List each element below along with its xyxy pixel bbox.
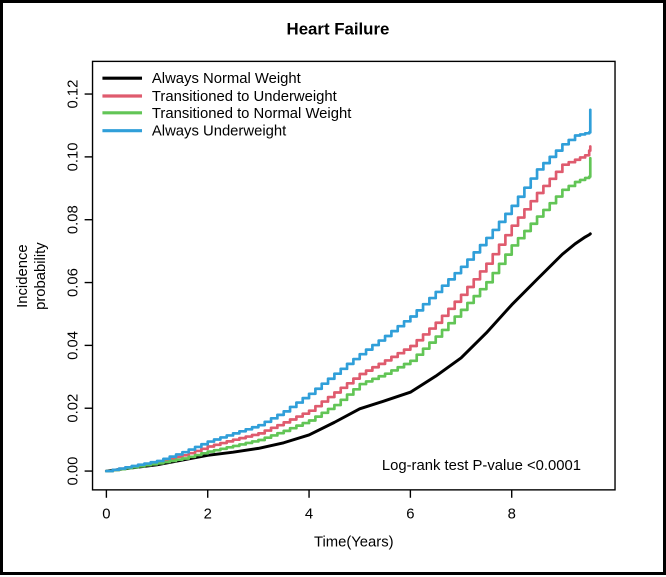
x-tick-label: 6 — [406, 507, 414, 523]
y-tick-label: 0.02 — [66, 394, 82, 423]
legend-label: Transitioned to Underweight — [152, 89, 338, 105]
series-line-always-underweight — [105, 108, 592, 473]
legend-item-always-normal-weight: Always Normal Weight — [102, 71, 302, 87]
y-tick-label: 0.08 — [66, 205, 82, 234]
legend-label: Transitioned to Normal Weight — [152, 106, 352, 122]
y-tick-label: 0.10 — [66, 142, 82, 171]
chart-svg: Heart Failure 0.000.020.040.060.080.100.… — [15, 20, 616, 550]
x-tick-label: 4 — [305, 507, 313, 523]
pvalue-annotation: Log-rank test P-value <0.0001 — [382, 458, 581, 474]
series-line-always-normal-weight — [104, 232, 592, 473]
series-line-transitioned-to-normal-weight — [105, 156, 592, 473]
legend-label: Always Underweight — [152, 124, 287, 140]
y-axis-label-line2: probability — [33, 242, 49, 310]
legend-label: Always Normal Weight — [152, 71, 302, 87]
x-tick-label: 8 — [508, 507, 516, 523]
series-line-transitioned-to-underweight — [105, 145, 592, 473]
x-tick-label: 2 — [204, 507, 212, 523]
legend-item-always-underweight: Always Underweight — [102, 124, 287, 140]
series-lines — [104, 108, 592, 473]
y-axis: 0.00 0.02 0.04 0.06 0.08 0.10 0.12 — [66, 80, 93, 486]
y-tick-label: 0.00 — [66, 457, 82, 486]
y-tick-label: 0.06 — [66, 268, 82, 297]
x-tick-label: 0 — [102, 507, 110, 523]
y-axis-label-line1: Incidence — [15, 244, 31, 307]
legend-item-transitioned-to-underweight: Transitioned to Underweight — [102, 89, 338, 105]
x-axis-label: Time(Years) — [314, 534, 394, 550]
plot-frame — [91, 60, 616, 491]
legend: Always Normal Weight Transitioned to Unde… — [102, 71, 352, 140]
y-tick-label: 0.04 — [66, 331, 82, 360]
x-axis: 0 2 4 6 8 — [102, 489, 516, 523]
chart-title: Heart Failure — [287, 20, 390, 39]
legend-item-transitioned-to-normal-weight: Transitioned to Normal Weight — [102, 106, 352, 122]
y-tick-label: 0.12 — [66, 80, 82, 109]
